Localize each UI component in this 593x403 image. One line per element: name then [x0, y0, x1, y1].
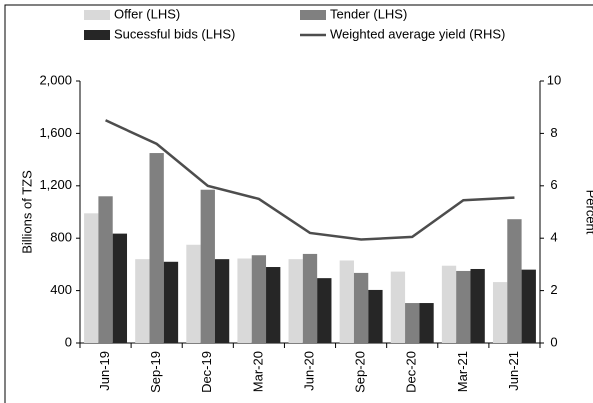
- bar: [112, 233, 128, 343]
- bar: [390, 271, 406, 343]
- y-tick-label: 1,600: [39, 125, 72, 140]
- y-tick-label: 400: [50, 282, 72, 297]
- legend-swatch: [84, 30, 110, 40]
- bar: [237, 258, 252, 343]
- legend-label: Sucessful bids (LHS): [114, 26, 235, 41]
- x-tick-label: Jun-21: [506, 351, 521, 391]
- legend-label: Weighted average yield (RHS): [330, 26, 505, 41]
- bar: [317, 278, 332, 343]
- bar: [405, 303, 420, 343]
- y2-axis-label: Percent: [584, 190, 593, 235]
- y2-tick-label: 8: [550, 125, 557, 140]
- bar: [84, 213, 99, 343]
- bar: [302, 253, 318, 343]
- y2-tick-label: 6: [550, 177, 557, 192]
- bar: [288, 259, 303, 343]
- bar: [456, 270, 471, 343]
- x-tick-label: Dec-20: [404, 351, 419, 393]
- bar: [419, 303, 434, 343]
- legend-label: Offer (LHS): [114, 6, 180, 21]
- y-tick-label: 0: [65, 334, 72, 349]
- bar: [470, 268, 485, 343]
- x-tick-label: Jun-19: [97, 351, 112, 391]
- bar: [353, 272, 369, 343]
- bar: [98, 196, 113, 343]
- y-tick-label: 2,000: [39, 72, 72, 87]
- bar: [507, 219, 522, 343]
- x-tick-label: Mar-20: [250, 351, 265, 392]
- x-tick-label: Mar-21: [455, 351, 470, 392]
- chart-frame: [4, 4, 593, 403]
- x-tick-label: Jun-20: [301, 351, 316, 391]
- bar: [186, 244, 201, 343]
- y-axis-label: Billions of TZS: [19, 170, 34, 254]
- y2-tick-label: 10: [547, 72, 561, 87]
- bar: [441, 265, 457, 343]
- legend-swatch: [300, 10, 326, 20]
- y2-tick-label: 4: [550, 230, 557, 245]
- x-tick-label: Sep-19: [148, 351, 163, 393]
- bar: [266, 267, 281, 343]
- bar: [492, 282, 508, 343]
- y-tick-label: 800: [50, 230, 72, 245]
- bar: [214, 259, 230, 343]
- x-tick-label: Sep-20: [353, 351, 368, 393]
- bar: [251, 255, 267, 343]
- y-tick-label: 1,200: [39, 177, 72, 192]
- x-tick-label: Dec-19: [199, 351, 214, 393]
- bar: [521, 269, 536, 343]
- bar: [368, 289, 383, 343]
- y2-tick-label: 0: [550, 334, 557, 349]
- bar: [200, 189, 215, 343]
- legend-swatch: [84, 10, 110, 20]
- yield-line: [105, 119, 515, 241]
- legend-label: Tender (LHS): [330, 6, 407, 21]
- y2-tick-label: 2: [550, 282, 557, 297]
- bar: [339, 260, 354, 343]
- bar: [135, 259, 150, 343]
- bar: [149, 153, 164, 343]
- bar: [163, 261, 179, 343]
